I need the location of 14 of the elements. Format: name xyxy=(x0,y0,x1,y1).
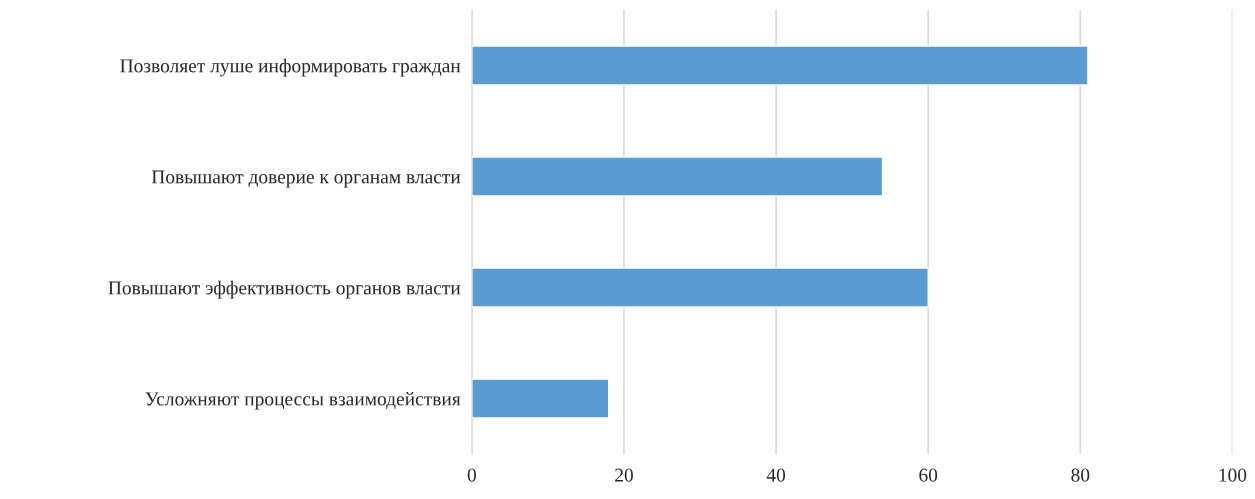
x-tick-label: 0 xyxy=(467,468,476,482)
y-tick-label: Повышают доверие к органам власти xyxy=(151,170,461,188)
x-tick-label: 40 xyxy=(766,468,786,482)
bar xyxy=(471,45,1089,86)
bar xyxy=(471,267,929,308)
y-tick-label: Повышают эффективность органов власти xyxy=(108,280,461,299)
x-tick-label: 60 xyxy=(919,468,938,482)
bar xyxy=(471,378,610,419)
y-tick-label: Позволяет луше информировать граждан xyxy=(120,58,461,77)
x-tick-label: 100 xyxy=(1219,468,1247,482)
bar xyxy=(471,156,884,197)
x-tick-label: 80 xyxy=(1071,468,1090,482)
x-tick-label: 20 xyxy=(615,468,633,482)
y-tick-label: Усложняют процессы взаимодействия xyxy=(145,392,461,410)
